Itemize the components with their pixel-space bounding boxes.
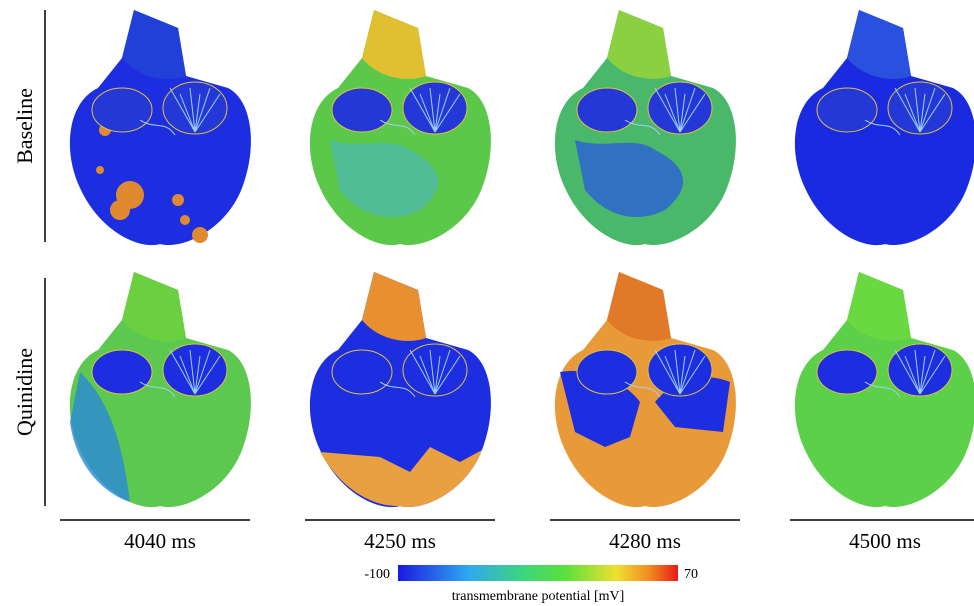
colorbar-max: 70 <box>684 567 698 582</box>
valve-opening <box>577 350 637 394</box>
valve-opening <box>648 82 712 134</box>
patch <box>192 227 208 243</box>
heart <box>310 272 491 507</box>
valve-opening <box>92 350 152 394</box>
heart <box>795 272 974 507</box>
colorbar <box>398 565 678 581</box>
heart-panels <box>70 10 974 507</box>
colorbar-min: -100 <box>364 567 390 582</box>
valve-opening <box>403 344 467 396</box>
heart <box>555 272 736 507</box>
valve-opening <box>817 350 877 394</box>
valve-opening <box>648 344 712 396</box>
heart <box>555 10 736 245</box>
time-label: 4250 ms <box>364 529 436 553</box>
time-label: 4280 ms <box>609 529 681 553</box>
valve-opening <box>888 82 952 134</box>
patch <box>110 200 130 220</box>
valve-opening <box>332 350 392 394</box>
row-label: Baseline <box>12 88 37 164</box>
patch <box>96 166 104 174</box>
heart <box>310 10 491 245</box>
patch <box>172 194 184 206</box>
valve-opening <box>163 82 227 134</box>
valve-opening <box>92 88 152 132</box>
figure: Baseline Quinidine 4040 ms 4250 ms 4280 ms… <box>0 0 974 606</box>
valve-opening <box>163 344 227 396</box>
patch <box>180 215 190 225</box>
time-label: 4040 ms <box>124 529 196 553</box>
time-labels: 4040 ms 4250 ms 4280 ms 4500 ms <box>60 520 974 553</box>
heart <box>795 10 974 245</box>
heart <box>70 272 251 507</box>
valve-opening <box>332 88 392 132</box>
valve-opening <box>888 344 952 396</box>
row-label: Quinidine <box>12 348 37 436</box>
colorbar-label: transmembrane potential [mV] <box>452 589 625 604</box>
valve-opening <box>403 82 467 134</box>
valve-opening <box>817 88 877 132</box>
heart <box>70 10 251 245</box>
valve-opening <box>577 88 637 132</box>
time-label: 4500 ms <box>849 529 921 553</box>
